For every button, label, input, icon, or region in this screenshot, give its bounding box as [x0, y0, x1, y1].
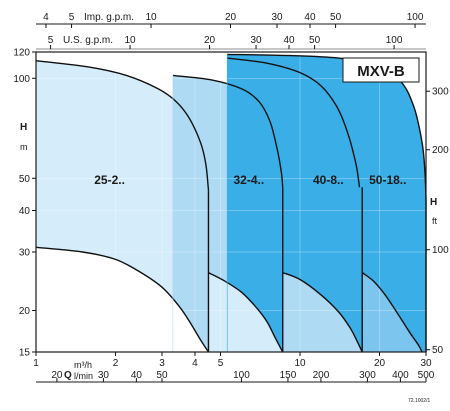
- tick-label-m-100: 100: [13, 74, 30, 85]
- tick-label-imp-4: 4: [43, 12, 49, 23]
- tick-label-imp-40: 40: [304, 12, 316, 23]
- tick-label-us-50: 50: [309, 35, 321, 46]
- zone-labels-layer: 25-2.. 32-4.. 40-8.. 50-18..: [94, 173, 406, 187]
- tick-label-ft-100: 100: [432, 245, 449, 256]
- tick-label-m-50: 50: [19, 174, 31, 185]
- ft-unit-label: ft: [432, 216, 438, 226]
- curves-layer: [35, 53, 427, 353]
- curve-max-3: [227, 57, 361, 188]
- curve-min-4: [361, 272, 423, 353]
- tick-label-lmin-100: 100: [233, 370, 250, 381]
- tick-label-m-20: 20: [19, 306, 31, 317]
- top-axes: Imp. g.p.m. U.S. g.p.m. 4 5 10 20 30 40 50 100 5…: [36, 12, 426, 50]
- m3h-unit-label: m³/h: [74, 360, 92, 370]
- tick-label-lmin-50: 50: [156, 370, 168, 381]
- tick-label-m3h-1: 1: [33, 358, 39, 369]
- tick-label-imp-100: 100: [407, 12, 424, 23]
- curve-min-2: [208, 271, 284, 353]
- tick-label-ft-50: 50: [432, 345, 444, 356]
- imp-gpm-label: Imp. g.p.m.: [84, 12, 134, 23]
- m-unit-label: m: [20, 142, 28, 152]
- curve-max-2: [172, 74, 284, 188]
- tick-label-lmin-30: 30: [98, 370, 110, 381]
- zone-label-1: 25-2..: [94, 173, 125, 187]
- lmin-unit-label: l/min: [74, 371, 93, 381]
- tick-label-lmin-500: 500: [418, 370, 435, 381]
- zones-layer: [36, 54, 426, 353]
- tick-label-m-120: 120: [13, 48, 30, 59]
- chart-title: MXV-B: [357, 63, 405, 80]
- zone-lower-mask-3: [282, 272, 363, 352]
- tick-label-us-10: 10: [124, 35, 136, 46]
- tick-label-m-15: 15: [19, 348, 31, 359]
- left-axis: H m 15 20 30 40 50 100 120: [13, 48, 36, 359]
- zone-fill-4: [227, 54, 426, 353]
- tick-label-us-5: 5: [48, 35, 54, 46]
- tick-label-m3h-3: 3: [159, 358, 165, 369]
- bottom-axes: Q m³/h l/min 1 2 3 4 5 10 20 30 20 30 40 50 100 150 20…: [33, 352, 435, 383]
- tick-label-ft-200: 200: [432, 145, 449, 156]
- tick-label-imp-5: 5: [69, 12, 75, 23]
- tick-label-imp-30: 30: [271, 12, 283, 23]
- h-left-label: H: [20, 122, 27, 133]
- title-box: [342, 57, 420, 83]
- curve-min-3: [282, 271, 363, 353]
- curve-max-1: [35, 60, 210, 191]
- tick-label-ft-300: 300: [432, 87, 449, 98]
- zone-lower-mask-4: [362, 272, 423, 352]
- tick-label-m3h-2: 2: [113, 358, 119, 369]
- zone-label-4: 50-18..: [369, 173, 406, 187]
- tick-label-m-30: 30: [19, 248, 31, 259]
- zone-label-2: 32-4..: [234, 173, 265, 187]
- title-group: MXV-B: [342, 57, 420, 83]
- tick-label-m-40: 40: [19, 206, 31, 217]
- tick-label-m3h-5: 5: [218, 358, 224, 369]
- tick-label-lmin-150: 150: [280, 370, 297, 381]
- tick-label-m3h-10: 10: [294, 358, 306, 369]
- drawing-number: 72.1002/1: [408, 398, 430, 404]
- curve-min-1: [35, 246, 210, 353]
- tick-label-imp-50: 50: [330, 12, 342, 23]
- zone-label-3: 40-8..: [313, 173, 344, 187]
- h-right-label: H: [430, 197, 437, 208]
- tick-label-lmin-20: 20: [51, 370, 63, 381]
- tick-label-m3h-20: 20: [374, 358, 386, 369]
- tick-label-lmin-200: 200: [313, 370, 330, 381]
- tick-label-us-30: 30: [250, 35, 262, 46]
- tick-label-imp-20: 20: [225, 12, 237, 23]
- zone-lower-mask-1: [36, 247, 209, 352]
- tick-label-m3h-30: 30: [420, 358, 432, 369]
- tick-label-m3h-4: 4: [192, 358, 198, 369]
- right-axis: H ft 50 100 200 300: [426, 87, 449, 356]
- plot-frame: [35, 51, 427, 353]
- us-gpm-label: U.S. g.p.m.: [63, 35, 113, 46]
- tick-label-lmin-300: 300: [359, 370, 376, 381]
- tick-label-lmin-400: 400: [392, 370, 409, 381]
- tick-label-us-20: 20: [204, 35, 216, 46]
- tick-label-us-100: 100: [386, 35, 403, 46]
- tick-label-imp-10: 10: [145, 12, 157, 23]
- tick-label-us-40: 40: [283, 35, 295, 46]
- q-axis-label: Q: [64, 370, 72, 381]
- tick-label-lmin-40: 40: [131, 370, 143, 381]
